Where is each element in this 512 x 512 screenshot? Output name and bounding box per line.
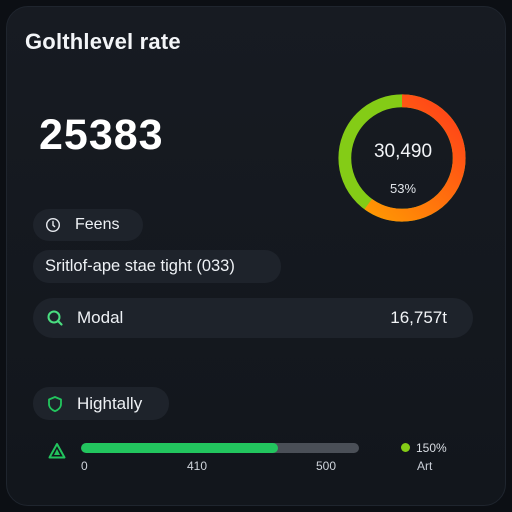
feens-chip[interactable]: Feens <box>33 209 143 241</box>
donut-main-arc <box>338 94 466 222</box>
description-text: Sritlof-ape stae tight (033) <box>45 257 235 275</box>
legend-dot <box>401 443 410 452</box>
search-icon <box>45 308 65 328</box>
hightally-chip[interactable]: Hightally <box>33 387 169 420</box>
triangle-icon <box>48 443 66 459</box>
donut-chart <box>338 94 466 222</box>
card-title: Golthlevel rate <box>25 29 181 54</box>
hightally-label: Hightally <box>77 393 143 413</box>
modal-row[interactable]: Modal 16,757t <box>33 298 473 338</box>
feens-label: Feens <box>75 216 120 233</box>
shield-icon <box>45 394 65 414</box>
clock-icon <box>43 215 63 235</box>
legend-label: Art <box>417 459 433 473</box>
donut-percent: 53% <box>389 181 417 196</box>
modal-value: 16,757t <box>390 308 447 327</box>
progress-tick-start: 0 <box>81 459 88 473</box>
donut-value: 30,490 <box>373 141 433 162</box>
description-chip[interactable]: Sritlof-ape stae tight (033) <box>33 250 281 283</box>
progress-tick-end: 500 <box>316 459 337 473</box>
legend-value: 150% <box>416 441 447 455</box>
progress-bar <box>81 443 359 453</box>
progress-tick-mid: 410 <box>187 459 208 473</box>
dashboard-card: Golthlevel rate 25383 30,490 53% Feens S… <box>6 6 506 506</box>
progress-fill <box>81 443 279 453</box>
big-number-value: 25383 <box>39 111 164 159</box>
modal-label: Modal <box>77 308 124 327</box>
